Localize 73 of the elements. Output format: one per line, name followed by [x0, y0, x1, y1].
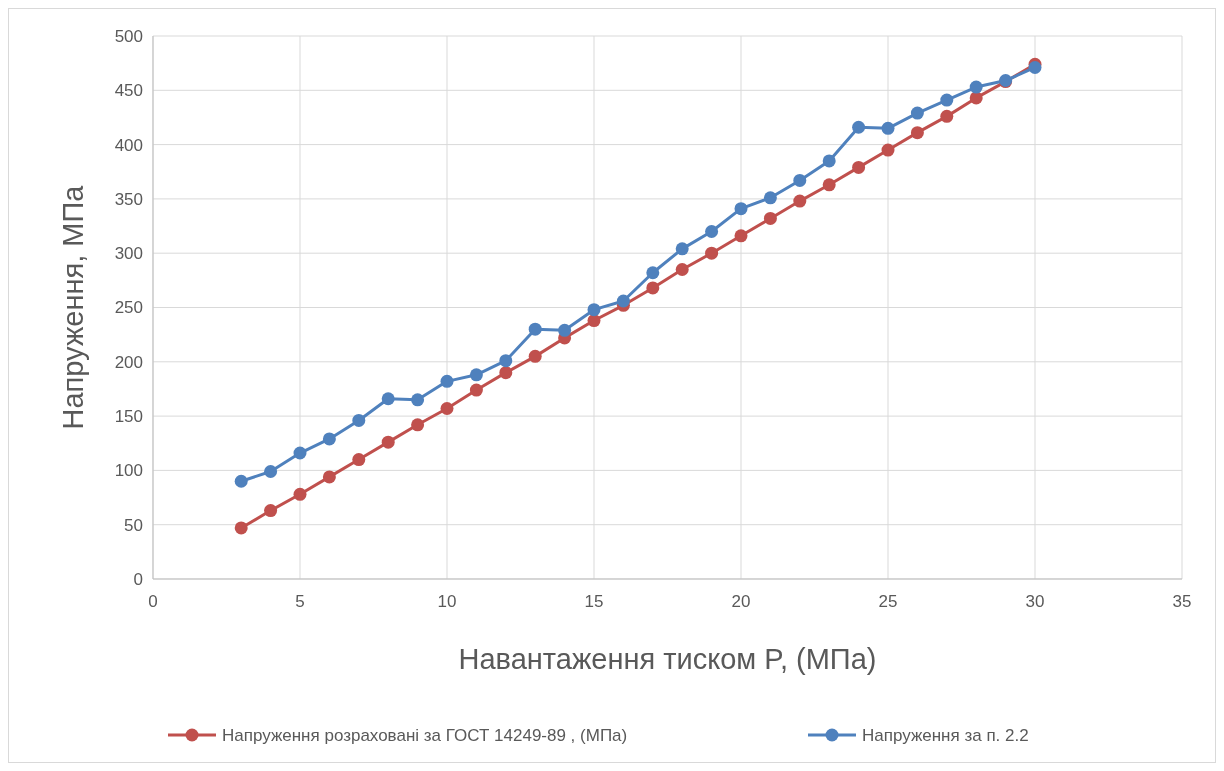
point [646, 281, 660, 295]
point [499, 354, 513, 368]
point [411, 418, 425, 432]
point [352, 453, 366, 467]
point [616, 294, 630, 308]
point [352, 413, 366, 427]
x-tick-label: 10 [437, 592, 457, 611]
y-tick-label: 200 [114, 352, 143, 372]
point [881, 143, 895, 157]
point [763, 211, 777, 225]
x-tick-label: 5 [295, 592, 305, 611]
x-tick-label: 0 [148, 592, 158, 611]
point [322, 470, 336, 484]
point [440, 374, 454, 388]
point [822, 178, 836, 192]
point [646, 266, 660, 280]
point [469, 368, 483, 382]
point [969, 80, 983, 94]
point [234, 474, 248, 488]
point [264, 504, 278, 518]
y-tick-label: 450 [114, 81, 143, 101]
point [293, 446, 307, 460]
x-tick-label: 25 [878, 592, 898, 611]
y-tick-label: 100 [114, 461, 143, 481]
point [499, 366, 513, 380]
point [381, 392, 395, 406]
point [264, 464, 278, 478]
x-tick-label: 30 [1025, 592, 1045, 611]
point [852, 160, 866, 174]
point [440, 402, 454, 415]
point [793, 194, 807, 208]
y-tick-label: 300 [114, 244, 143, 264]
point [293, 487, 307, 501]
point [234, 521, 248, 535]
y-tick-label: 0 [133, 569, 143, 589]
point [822, 154, 836, 168]
point [675, 242, 689, 256]
x-tick-label: 20 [731, 592, 751, 611]
point [381, 435, 395, 449]
point [675, 262, 689, 276]
y-tick-label: 350 [114, 189, 143, 209]
point [734, 202, 748, 216]
point [940, 93, 954, 107]
point [852, 120, 866, 134]
point [469, 383, 483, 397]
point [587, 314, 601, 328]
x-axis-title: Навантаження тиском P, (МПа) [458, 643, 877, 675]
point [910, 126, 924, 140]
y-axis-title: Напруження, МПа [57, 184, 89, 430]
point [558, 323, 572, 337]
point [793, 173, 807, 187]
point [910, 106, 924, 120]
y-tick-label: 250 [114, 298, 143, 318]
point [528, 322, 542, 336]
y-tick-label: 400 [114, 135, 143, 155]
point [969, 91, 983, 105]
point [587, 303, 601, 317]
x-tick-label: 35 [1172, 592, 1192, 611]
legend-label: Напруження розраховані за ГОСТ 14249-89 , (МПа) [222, 725, 628, 745]
point [881, 121, 895, 135]
point [528, 349, 542, 363]
point [734, 229, 748, 243]
point [322, 432, 336, 446]
point [763, 191, 777, 205]
point [705, 224, 719, 238]
y-tick-label: 50 [124, 515, 143, 535]
legend-label: Напруження за п. 2.2 [862, 725, 1029, 745]
point [940, 109, 954, 123]
x-tick-label: 15 [584, 592, 604, 611]
y-tick-label: 150 [114, 407, 143, 427]
y-tick-label: 500 [114, 26, 143, 46]
point [411, 393, 425, 407]
point [705, 246, 719, 260]
